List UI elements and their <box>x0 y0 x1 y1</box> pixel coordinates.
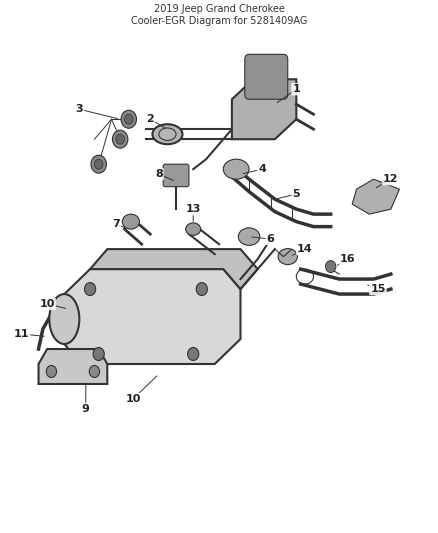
Text: 2: 2 <box>146 114 154 124</box>
Title: 2019 Jeep Grand Cherokee
Cooler-EGR Diagram for 5281409AG: 2019 Jeep Grand Cherokee Cooler-EGR Diag… <box>131 4 307 26</box>
Text: 16: 16 <box>340 254 356 264</box>
Text: 12: 12 <box>383 174 399 184</box>
Circle shape <box>196 282 208 296</box>
Circle shape <box>116 134 124 144</box>
Circle shape <box>93 348 104 360</box>
Ellipse shape <box>122 214 140 229</box>
Ellipse shape <box>223 159 249 179</box>
Polygon shape <box>90 249 258 289</box>
Polygon shape <box>232 79 297 139</box>
Text: 13: 13 <box>186 204 201 214</box>
Text: 15: 15 <box>370 284 386 294</box>
Text: 1: 1 <box>293 84 300 94</box>
Circle shape <box>89 366 99 377</box>
Text: 6: 6 <box>267 234 275 244</box>
Text: 10: 10 <box>39 299 55 309</box>
FancyBboxPatch shape <box>163 164 189 187</box>
Polygon shape <box>352 179 399 214</box>
Ellipse shape <box>278 248 297 264</box>
Ellipse shape <box>49 294 79 344</box>
Text: 4: 4 <box>258 164 266 174</box>
Circle shape <box>121 110 137 128</box>
Circle shape <box>91 155 106 173</box>
FancyBboxPatch shape <box>245 54 288 99</box>
Text: 11: 11 <box>14 329 29 339</box>
Circle shape <box>124 114 133 124</box>
Ellipse shape <box>186 223 201 236</box>
Text: 14: 14 <box>297 244 313 254</box>
Circle shape <box>46 366 57 377</box>
Text: 9: 9 <box>82 404 90 414</box>
Circle shape <box>85 282 95 296</box>
Ellipse shape <box>238 228 260 245</box>
Polygon shape <box>39 349 107 384</box>
Circle shape <box>325 261 336 272</box>
Circle shape <box>95 159 103 169</box>
Text: 7: 7 <box>112 219 120 229</box>
Text: 8: 8 <box>155 169 163 179</box>
Text: 3: 3 <box>75 104 83 114</box>
Ellipse shape <box>152 124 183 144</box>
Text: 10: 10 <box>125 394 141 404</box>
Circle shape <box>113 130 128 148</box>
Text: 5: 5 <box>293 189 300 199</box>
Polygon shape <box>64 269 240 364</box>
Circle shape <box>187 348 199 360</box>
